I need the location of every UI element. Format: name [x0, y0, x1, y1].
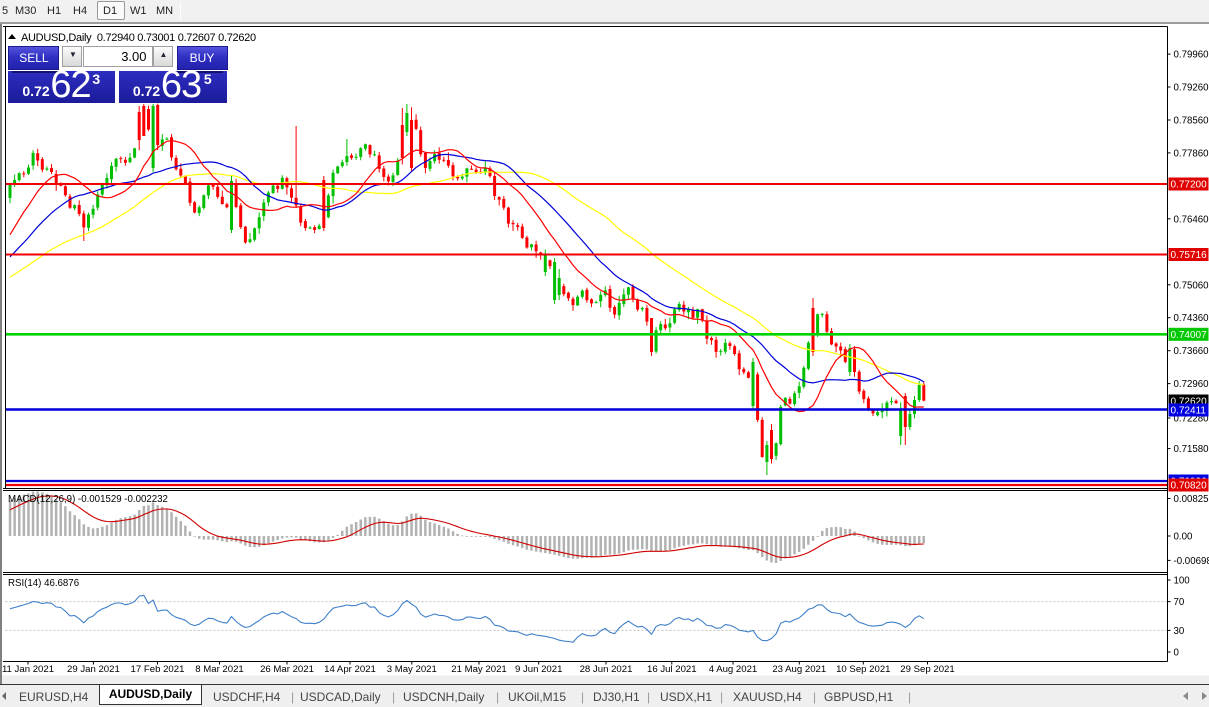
- svg-text:0.77200: 0.77200: [1171, 180, 1208, 191]
- svg-text:0.72411: 0.72411: [1171, 406, 1207, 417]
- svg-text:4 Aug 2021: 4 Aug 2021: [709, 664, 758, 675]
- svg-text:0.73660: 0.73660: [1174, 346, 1209, 357]
- svg-text:0.79260: 0.79260: [1174, 83, 1209, 94]
- svg-text:29 Sep 2021: 29 Sep 2021: [900, 664, 954, 675]
- svg-text:0.75716: 0.75716: [1171, 250, 1208, 261]
- svg-text:0.74007: 0.74007: [1171, 330, 1208, 341]
- svg-text:9 Jun 2021: 9 Jun 2021: [515, 664, 562, 675]
- svg-text:29 Jan 2021: 29 Jan 2021: [67, 664, 120, 675]
- svg-text:0.72620: 0.72620: [1171, 397, 1208, 408]
- svg-text:30: 30: [1174, 626, 1185, 637]
- svg-text:26 Mar 2021: 26 Mar 2021: [260, 664, 314, 675]
- svg-text:0.72280: 0.72280: [1174, 414, 1209, 425]
- svg-text:0.72960: 0.72960: [1174, 379, 1209, 390]
- svg-text:0: 0: [1174, 648, 1180, 659]
- svg-text:0.75060: 0.75060: [1174, 280, 1209, 291]
- svg-text:8 Mar 2021: 8 Mar 2021: [195, 664, 244, 675]
- svg-text:0.79960: 0.79960: [1174, 50, 1209, 61]
- svg-text:0.00: 0.00: [1174, 532, 1193, 543]
- svg-text:28 Jun 2021: 28 Jun 2021: [580, 664, 633, 675]
- svg-text:0.70820: 0.70820: [1171, 481, 1208, 492]
- svg-text:23 Aug 2021: 23 Aug 2021: [772, 664, 826, 675]
- svg-text:0.77860: 0.77860: [1174, 148, 1209, 159]
- svg-text:0.78560: 0.78560: [1174, 116, 1209, 127]
- svg-text:17 Feb 2021: 17 Feb 2021: [131, 664, 185, 675]
- svg-text:100: 100: [1174, 576, 1191, 587]
- svg-text:16 Jul 2021: 16 Jul 2021: [647, 664, 697, 675]
- svg-text:MACD(12,26,9) -0.001529 -0.002: MACD(12,26,9) -0.001529 -0.002232: [8, 494, 168, 505]
- svg-text:3 May 2021: 3 May 2021: [387, 664, 437, 675]
- svg-text:10 Sep 2021: 10 Sep 2021: [836, 664, 890, 675]
- svg-text:21 May 2021: 21 May 2021: [451, 664, 506, 675]
- svg-text:0.008253: 0.008253: [1174, 494, 1209, 505]
- svg-text:0.71580: 0.71580: [1174, 444, 1209, 455]
- svg-text:70: 70: [1174, 597, 1185, 608]
- svg-text:14 Apr 2021: 14 Apr 2021: [324, 664, 376, 675]
- svg-text:0.76460: 0.76460: [1174, 214, 1209, 225]
- svg-text:11 Jan 2021: 11 Jan 2021: [2, 664, 54, 675]
- svg-text:RSI(14) 46.6876: RSI(14) 46.6876: [8, 578, 79, 589]
- svg-text:-0.006987: -0.006987: [1174, 556, 1209, 567]
- svg-text:0.74360: 0.74360: [1174, 313, 1209, 324]
